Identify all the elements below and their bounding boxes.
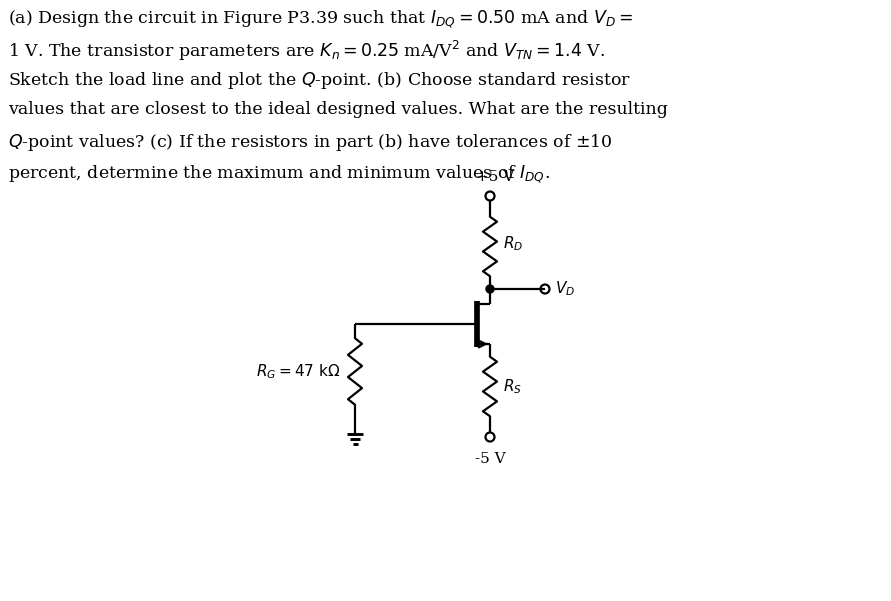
Text: $V_D$: $V_D$ <box>555 279 575 298</box>
Text: percent, determine the maximum and minimum values of $I_{DQ}$.: percent, determine the maximum and minim… <box>8 163 550 185</box>
Circle shape <box>486 285 494 293</box>
Text: $R_S$: $R_S$ <box>503 377 522 396</box>
Text: 1 V. The transistor parameters are $K_n = 0.25$ mA/V$^2$ and $V_{TN} = 1.4$ V.: 1 V. The transistor parameters are $K_n … <box>8 39 605 63</box>
Text: Sketch the load line and plot the $Q$-point. (b) Choose standard resistor: Sketch the load line and plot the $Q$-po… <box>8 70 631 91</box>
Text: values that are closest to the ideal designed values. What are the resulting: values that are closest to the ideal des… <box>8 101 668 118</box>
Text: $Q$-point values? (c) If the resistors in part (b) have tolerances of $\pm$10: $Q$-point values? (c) If the resistors i… <box>8 132 612 153</box>
Text: (a) Design the circuit in Figure P3.39 such that $I_{DQ} = 0.50$ mA and $V_D =$: (a) Design the circuit in Figure P3.39 s… <box>8 8 633 29</box>
Text: +5 V: +5 V <box>476 170 514 184</box>
Text: -5 V: -5 V <box>475 452 505 466</box>
Text: $R_D$: $R_D$ <box>503 234 523 253</box>
Text: $R_G = 47\ \mathrm{k}\Omega$: $R_G = 47\ \mathrm{k}\Omega$ <box>256 362 340 381</box>
